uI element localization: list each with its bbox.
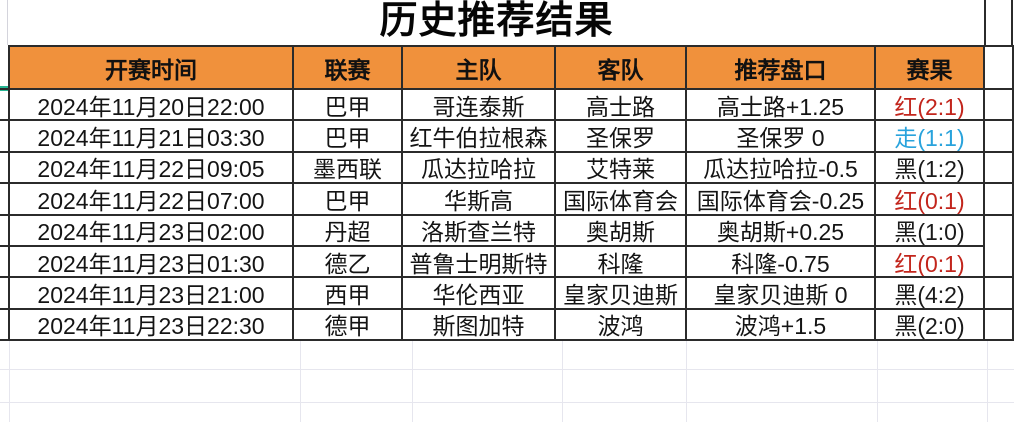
cell-home[interactable]: 瓜达拉哈拉 <box>403 152 556 185</box>
empty-cell[interactable] <box>985 152 1014 185</box>
cell-result[interactable]: 走(1:1) <box>876 121 985 153</box>
empty-cell[interactable] <box>985 45 1014 90</box>
sheet-right-border <box>1011 0 1013 46</box>
cell-away[interactable]: 艾特莱 <box>556 152 687 185</box>
cell-home[interactable]: 华斯高 <box>403 184 556 216</box>
cell-home[interactable]: 洛斯查兰特 <box>403 215 556 247</box>
cell-home[interactable]: 红牛伯拉根森 <box>403 121 556 153</box>
row-gutter <box>0 121 8 153</box>
cell-handicap[interactable]: 国际体育会-0.25 <box>687 184 876 216</box>
empty-cell[interactable] <box>985 121 1014 153</box>
cell-home[interactable]: 哥连泰斯 <box>403 90 556 122</box>
header-result[interactable]: 赛果 <box>876 45 985 90</box>
cell-handicap[interactable]: 波鸿+1.5 <box>687 309 876 342</box>
cell-away[interactable]: 奥胡斯 <box>556 215 687 247</box>
empty-cell[interactable] <box>985 309 1014 342</box>
empty-cell[interactable] <box>985 90 1014 122</box>
header-home[interactable]: 主队 <box>403 45 556 90</box>
row-gutter <box>0 278 8 310</box>
cell-league[interactable]: 丹超 <box>294 215 403 247</box>
cell-result[interactable]: 红(0:1) <box>876 184 985 216</box>
cell-handicap[interactable]: 科隆-0.75 <box>687 246 876 279</box>
row-gutter <box>0 184 8 216</box>
cell-result[interactable]: 红(2:1) <box>876 90 985 122</box>
cell-league[interactable]: 西甲 <box>294 278 403 310</box>
cell-result[interactable]: 黑(4:2) <box>876 278 985 310</box>
empty-cell[interactable] <box>985 184 1014 216</box>
gridline-vertical <box>877 341 878 422</box>
cell-result[interactable]: 红(0:1) <box>876 246 985 279</box>
empty-cell[interactable] <box>985 246 1014 279</box>
cell-handicap[interactable]: 奥胡斯+0.25 <box>687 215 876 247</box>
title-right-border <box>984 0 986 46</box>
title-left-gridline <box>7 0 8 45</box>
results-table: 开赛时间 联赛 主队 客队 推荐盘口 赛果 2024年11月20日22:00 巴… <box>0 45 1014 342</box>
gridline-horizontal <box>0 402 1014 403</box>
cell-away[interactable]: 科隆 <box>556 246 687 279</box>
cell-away[interactable]: 皇家贝迪斯 <box>556 278 687 310</box>
gridline-vertical <box>562 341 563 422</box>
cell-time[interactable]: 2024年11月20日22:00 <box>8 90 294 122</box>
row-gutter <box>0 247 8 279</box>
cell-time[interactable]: 2024年11月23日02:00 <box>8 215 294 247</box>
cell-time[interactable]: 2024年11月21日03:30 <box>8 121 294 153</box>
header-gutter <box>0 45 8 90</box>
gridline-vertical <box>300 341 301 422</box>
row-gutter <box>0 310 8 342</box>
cell-league[interactable]: 墨西联 <box>294 152 403 185</box>
cell-league[interactable]: 德乙 <box>294 246 403 279</box>
cell-home[interactable]: 斯图加特 <box>403 309 556 342</box>
row-gutter <box>0 153 8 185</box>
cell-time[interactable]: 2024年11月22日07:00 <box>8 184 294 216</box>
cell-league[interactable]: 德甲 <box>294 309 403 342</box>
cell-time[interactable]: 2024年11月23日01:30 <box>8 246 294 279</box>
row-gutter <box>0 216 8 247</box>
cell-handicap[interactable]: 瓜达拉哈拉-0.5 <box>687 152 876 185</box>
cell-away[interactable]: 国际体育会 <box>556 184 687 216</box>
cell-time[interactable]: 2024年11月22日09:05 <box>8 152 294 185</box>
header-away[interactable]: 客队 <box>556 45 687 90</box>
gridline-vertical <box>686 341 687 422</box>
cell-league[interactable]: 巴甲 <box>294 121 403 153</box>
gridline-vertical <box>987 341 988 422</box>
row-gutter <box>0 90 8 122</box>
cell-result[interactable]: 黑(2:0) <box>876 309 985 342</box>
cell-away[interactable]: 高士路 <box>556 90 687 122</box>
cell-time[interactable]: 2024年11月23日22:30 <box>8 309 294 342</box>
page-title[interactable]: 历史推荐结果 <box>379 0 614 42</box>
cell-result[interactable]: 黑(1:0) <box>876 215 985 247</box>
gridline-horizontal <box>0 369 1014 370</box>
cell-league[interactable]: 巴甲 <box>294 184 403 216</box>
cell-league[interactable]: 巴甲 <box>294 90 403 122</box>
cell-away[interactable]: 圣保罗 <box>556 121 687 153</box>
gridline-vertical <box>412 341 413 422</box>
empty-cell[interactable] <box>985 215 1014 247</box>
gridline-vertical <box>9 341 10 422</box>
cell-home[interactable]: 普鲁士明斯特 <box>403 246 556 279</box>
header-time[interactable]: 开赛时间 <box>8 45 294 90</box>
cell-home[interactable]: 华伦西亚 <box>403 278 556 310</box>
cell-handicap[interactable]: 圣保罗 0 <box>687 121 876 153</box>
cell-result[interactable]: 黑(1:2) <box>876 152 985 185</box>
header-handicap[interactable]: 推荐盘口 <box>687 45 876 90</box>
empty-cell[interactable] <box>985 278 1014 310</box>
cell-handicap[interactable]: 皇家贝迪斯 0 <box>687 278 876 310</box>
cell-away[interactable]: 波鸿 <box>556 309 687 342</box>
header-league[interactable]: 联赛 <box>294 45 403 90</box>
cell-handicap[interactable]: 高士路+1.25 <box>687 90 876 122</box>
cell-time[interactable]: 2024年11月23日21:00 <box>8 278 294 310</box>
